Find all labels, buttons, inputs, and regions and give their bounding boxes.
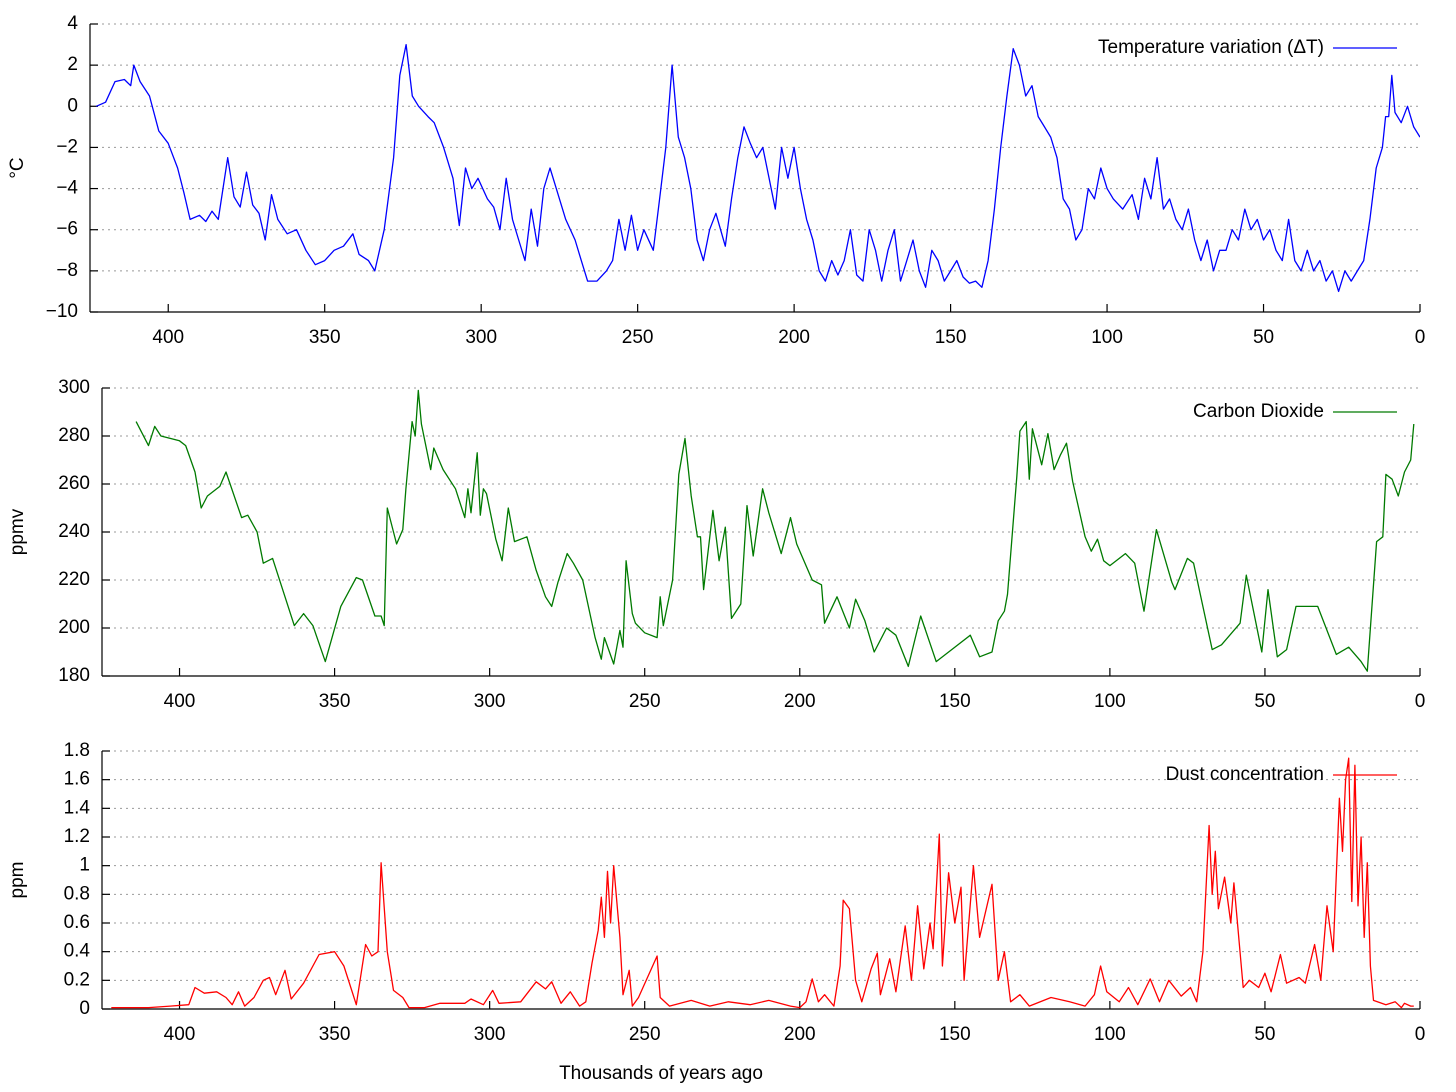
y-tick-label: −6 bbox=[56, 219, 78, 240]
y-tick-label: 300 bbox=[58, 377, 90, 398]
x-tick-label: 350 bbox=[319, 691, 351, 712]
x-tick-label: 300 bbox=[474, 1024, 506, 1045]
x-tick-label: 400 bbox=[164, 691, 196, 712]
y-tick-label: 180 bbox=[58, 665, 90, 686]
y-tick-label: 0.8 bbox=[64, 883, 90, 904]
y-tick-label: 1.2 bbox=[64, 826, 90, 847]
y-tick-label: 0 bbox=[79, 998, 90, 1019]
y-tick-label: 220 bbox=[58, 569, 90, 590]
y-axis-label: °C bbox=[7, 157, 28, 178]
data-line bbox=[96, 43, 1420, 293]
x-tick-label: 50 bbox=[1253, 327, 1274, 348]
x-tick-label: 250 bbox=[629, 1024, 661, 1045]
y-tick-label: 2 bbox=[67, 54, 78, 75]
x-tick-label: 100 bbox=[1094, 1024, 1126, 1045]
y-axis-label: ppm bbox=[7, 862, 28, 899]
x-tick-label: 350 bbox=[309, 327, 341, 348]
y-tick-label: 0.6 bbox=[64, 912, 90, 933]
y-tick-label: 1.4 bbox=[64, 797, 91, 818]
x-tick-label: 0 bbox=[1415, 1024, 1426, 1045]
y-tick-label: 240 bbox=[58, 521, 90, 542]
data-line bbox=[111, 757, 1414, 1009]
y-tick-label: 260 bbox=[58, 473, 90, 494]
y-tick-label: 0.4 bbox=[64, 941, 91, 962]
x-tick-label: 350 bbox=[319, 1024, 351, 1045]
x-tick-label: 400 bbox=[164, 1024, 196, 1045]
y-tick-label: 1.8 bbox=[64, 740, 90, 761]
legend-label: Temperature variation (ΔT) bbox=[1098, 37, 1324, 58]
y-tick-label: −4 bbox=[56, 178, 78, 199]
data-line bbox=[135, 389, 1415, 672]
x-tick-label: 200 bbox=[784, 1024, 816, 1045]
x-tick-label: 250 bbox=[629, 691, 661, 712]
y-tick-label: 1 bbox=[79, 855, 90, 876]
x-tick-label: 300 bbox=[474, 691, 506, 712]
x-tick-label: 150 bbox=[935, 327, 967, 348]
y-tick-label: 4 bbox=[67, 13, 78, 34]
x-tick-label: 150 bbox=[939, 691, 971, 712]
y-tick-label: 280 bbox=[58, 425, 90, 446]
legend-label: Dust concentration bbox=[1166, 764, 1324, 785]
x-tick-label: 300 bbox=[465, 327, 497, 348]
y-tick-label: 1.6 bbox=[64, 769, 90, 790]
x-tick-label: 0 bbox=[1415, 327, 1426, 348]
y-tick-label: −8 bbox=[56, 260, 78, 281]
y-axis-label: ppmv bbox=[7, 508, 28, 555]
x-tick-label: 50 bbox=[1254, 1024, 1275, 1045]
x-tick-label: 150 bbox=[939, 1024, 971, 1045]
x-tick-label: 50 bbox=[1254, 691, 1275, 712]
x-tick-label: 250 bbox=[622, 327, 654, 348]
y-tick-label: 200 bbox=[58, 617, 90, 638]
x-tick-label: 0 bbox=[1415, 691, 1426, 712]
x-tick-label: 100 bbox=[1094, 691, 1126, 712]
x-tick-label: 200 bbox=[784, 691, 816, 712]
y-tick-label: −2 bbox=[56, 136, 78, 157]
y-tick-label: 0 bbox=[67, 95, 78, 116]
x-tick-label: 400 bbox=[152, 327, 184, 348]
x-axis-label: Thousands of years ago bbox=[559, 1063, 763, 1084]
x-tick-label: 200 bbox=[778, 327, 810, 348]
y-tick-label: −10 bbox=[46, 301, 78, 322]
x-tick-label: 100 bbox=[1091, 327, 1123, 348]
legend-label: Carbon Dioxide bbox=[1193, 401, 1324, 422]
y-tick-label: 0.2 bbox=[64, 969, 90, 990]
